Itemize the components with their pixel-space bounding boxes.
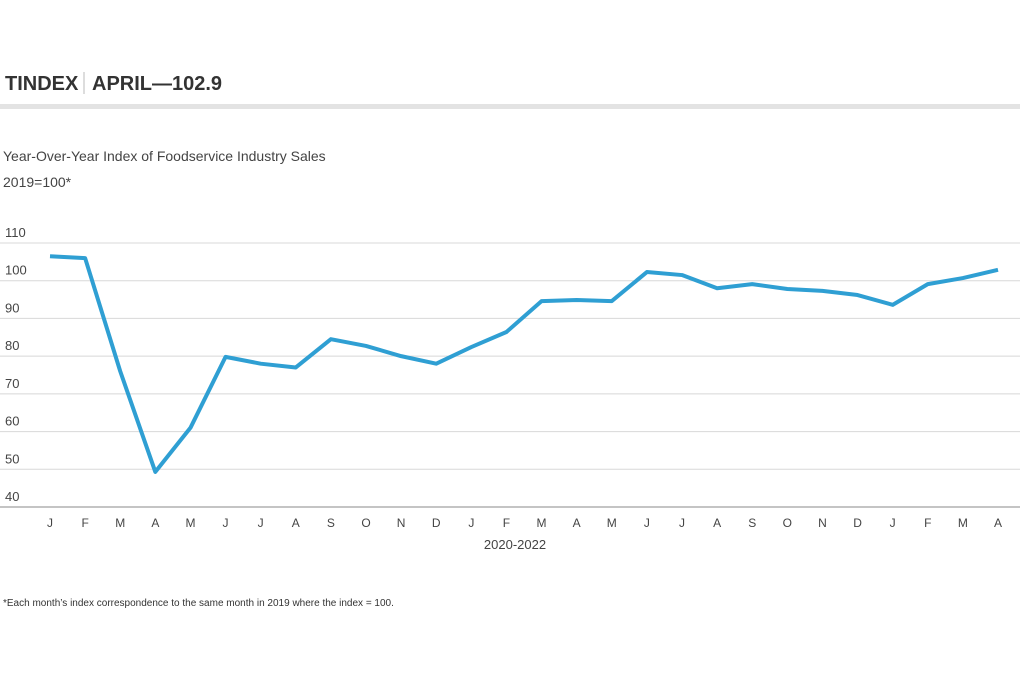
x-tick-label: D bbox=[432, 516, 441, 530]
y-tick-label: 50 bbox=[5, 451, 19, 466]
x-tick-label: A bbox=[292, 516, 300, 530]
x-tick-label: J bbox=[644, 516, 650, 530]
x-tick-label: J bbox=[679, 516, 685, 530]
x-axis-label: 2020-2022 bbox=[484, 537, 546, 552]
y-tick-label: 90 bbox=[5, 300, 19, 315]
x-tick-label: A bbox=[994, 516, 1002, 530]
x-tick-label: M bbox=[607, 516, 617, 530]
x-tick-label: O bbox=[361, 516, 370, 530]
x-tick-label: J bbox=[258, 516, 264, 530]
x-tick-label: N bbox=[397, 516, 406, 530]
y-tick-label: 70 bbox=[5, 376, 19, 391]
x-tick-label: F bbox=[81, 516, 88, 530]
y-tick-label: 100 bbox=[5, 263, 27, 278]
x-tick-label: A bbox=[573, 516, 581, 530]
x-tick-label: M bbox=[185, 516, 195, 530]
x-tick-label: J bbox=[890, 516, 896, 530]
x-tick-label: J bbox=[468, 516, 474, 530]
x-tick-label: D bbox=[853, 516, 862, 530]
y-tick-label: 60 bbox=[5, 414, 19, 429]
x-tick-label: F bbox=[924, 516, 931, 530]
x-tick-label: O bbox=[783, 516, 792, 530]
x-tick-label: M bbox=[537, 516, 547, 530]
x-tick-label: J bbox=[47, 516, 53, 530]
x-tick-label: N bbox=[818, 516, 827, 530]
x-tick-label: F bbox=[503, 516, 510, 530]
x-tick-label: J bbox=[223, 516, 229, 530]
y-tick-label: 80 bbox=[5, 338, 19, 353]
footnote: *Each month’s index correspondence to th… bbox=[3, 598, 394, 609]
data-line bbox=[49, 254, 999, 474]
chart-subtitle: 2019=100* bbox=[3, 174, 72, 190]
y-tick-label: 110 bbox=[5, 225, 26, 240]
header-title: TINDEX bbox=[5, 73, 79, 95]
x-tick-label: S bbox=[748, 516, 756, 530]
chart-title: Year-Over-Year Index of Foodservice Indu… bbox=[3, 148, 326, 164]
x-tick-label: A bbox=[713, 516, 721, 530]
x-tick-label: A bbox=[151, 516, 159, 530]
x-tick-label: M bbox=[958, 516, 968, 530]
header-rule bbox=[0, 104, 1020, 109]
x-tick-label: M bbox=[115, 516, 125, 530]
y-tick-label: 40 bbox=[5, 489, 19, 504]
x-tick-label: S bbox=[327, 516, 335, 530]
header-subtitle: APRIL—102.9 bbox=[92, 73, 222, 95]
